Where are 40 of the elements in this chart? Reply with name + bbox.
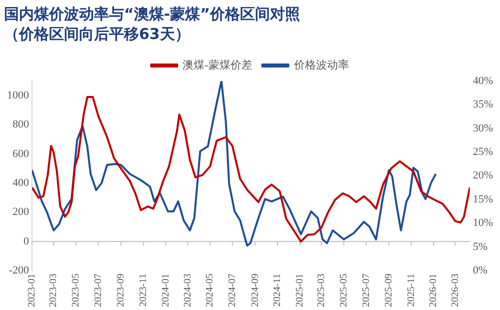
x-tick-label: 2025-03 — [316, 274, 328, 308]
y2-tick-label: 5% — [472, 240, 488, 253]
x-tick-label: 2024-01 — [160, 274, 172, 308]
y2-tick-label: 10% — [472, 217, 494, 230]
x-tick-label: 2024-05 — [204, 274, 216, 308]
y-tick-label: 200 — [12, 206, 30, 218]
x-tick-label: 2023-03 — [48, 274, 60, 308]
y2-tick-label: 35% — [472, 98, 494, 111]
y2-tick-label: 0% — [472, 264, 488, 277]
chart-subtitle: （价格区间向后平移63天） — [4, 24, 190, 43]
y-tick-label: 1000 — [7, 89, 30, 102]
y-tick-label: -200 — [8, 264, 30, 277]
x-tick-label: 2026-03 — [450, 274, 461, 308]
x-tick-label: 2025-05 — [338, 274, 350, 308]
y2-tick-label: 40% — [472, 74, 494, 87]
y2-tick-label: 30% — [472, 122, 494, 134]
y2-tick-label: 20% — [472, 170, 494, 182]
x-tick-label: 2025-01 — [294, 274, 306, 308]
x-tick-label: 2024-11 — [272, 274, 284, 307]
x-tick-label: 2025-11 — [406, 274, 417, 307]
legend-label: 澳煤-蒙煤价差 — [182, 58, 252, 72]
y-tick-label: 600 — [12, 148, 30, 160]
x-tick-label: 2023-09 — [116, 274, 127, 308]
x-tick-label: 2023-07 — [92, 274, 104, 308]
x-tick-label: 2023-05 — [70, 274, 82, 308]
y2-tick-label: 25% — [472, 146, 494, 158]
x-tick-label: 2025-09 — [383, 274, 394, 308]
x-tick-label: 2024-07 — [227, 274, 238, 308]
x-tick-label: 2025-07 — [360, 274, 372, 308]
legend-label: 价格波动率 — [292, 58, 349, 72]
x-tick-label: 2023-11 — [138, 274, 150, 307]
y-tick-label: 800 — [12, 118, 30, 131]
y-tick-label: 400 — [12, 177, 30, 190]
y-tick-label: 0 — [24, 235, 30, 248]
y2-tick-label: 15% — [472, 193, 494, 206]
chart-title: 国内煤价波动率与“澳煤-蒙煤”价格区间对照 — [4, 4, 300, 23]
x-tick-label: 2023-01 — [26, 274, 38, 308]
x-tick-label: 2026-01 — [428, 274, 440, 308]
x-tick-label: 2024-09 — [250, 274, 261, 308]
x-tick-label: 2024-03 — [182, 274, 194, 308]
